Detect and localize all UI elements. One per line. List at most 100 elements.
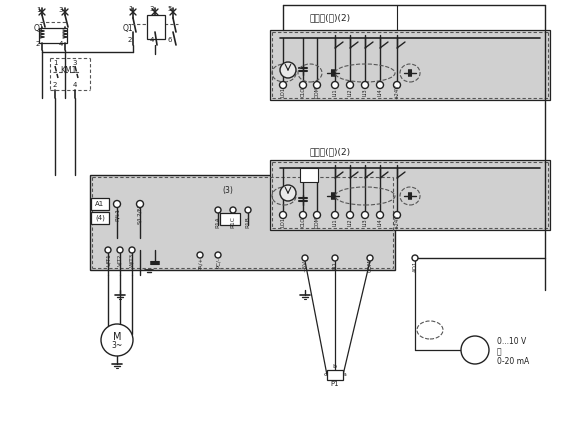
- Text: a: a: [343, 373, 347, 378]
- Text: R/L1: R/L1: [114, 208, 119, 221]
- Text: +5V: +5V: [302, 260, 307, 272]
- Circle shape: [332, 255, 338, 261]
- Text: b: b: [332, 365, 336, 370]
- Text: 2: 2: [128, 37, 132, 43]
- Circle shape: [314, 211, 320, 219]
- Circle shape: [376, 81, 384, 89]
- Circle shape: [215, 252, 221, 258]
- Text: R1C: R1C: [230, 216, 235, 228]
- Text: LI3: LI3: [362, 88, 367, 96]
- Circle shape: [362, 81, 368, 89]
- Text: LI1: LI1: [332, 218, 337, 226]
- Text: 3: 3: [59, 7, 63, 13]
- Text: LI2: LI2: [348, 218, 353, 226]
- Bar: [327, 370, 343, 380]
- Text: 4: 4: [150, 37, 154, 43]
- Circle shape: [332, 81, 338, 89]
- Text: 3: 3: [150, 6, 155, 12]
- Text: 4: 4: [73, 82, 77, 88]
- Circle shape: [412, 255, 418, 261]
- Text: R1A: R1A: [216, 216, 221, 228]
- Circle shape: [197, 252, 203, 258]
- Text: V/T2: V/T2: [118, 254, 122, 266]
- Text: 1: 1: [53, 60, 57, 66]
- Text: A1: A1: [96, 201, 105, 207]
- Text: 0-20 mA: 0-20 mA: [497, 357, 529, 366]
- Text: +24V: +24V: [395, 84, 400, 100]
- Text: 4: 4: [59, 41, 63, 47]
- Text: LI4: LI4: [378, 88, 383, 96]
- Circle shape: [346, 81, 354, 89]
- Text: 或: 或: [497, 347, 501, 357]
- Circle shape: [117, 247, 123, 253]
- Circle shape: [280, 62, 296, 78]
- Circle shape: [314, 81, 320, 89]
- Circle shape: [393, 211, 401, 219]
- Text: 6: 6: [168, 37, 172, 43]
- Bar: [300, 168, 318, 182]
- Text: COM: COM: [315, 86, 319, 98]
- Text: 3: 3: [73, 60, 77, 66]
- Circle shape: [299, 81, 307, 89]
- Circle shape: [299, 211, 307, 219]
- Text: 1: 1: [128, 6, 132, 12]
- Text: CLO: CLO: [301, 217, 306, 227]
- Text: CLO: CLO: [301, 87, 306, 97]
- Text: LI2: LI2: [348, 88, 353, 96]
- Circle shape: [393, 81, 401, 89]
- Text: Q1: Q1: [123, 24, 134, 32]
- Bar: [91, 212, 109, 224]
- Text: Q1: Q1: [34, 24, 45, 32]
- Text: P1: P1: [331, 381, 339, 387]
- Text: PC/-: PC/-: [216, 257, 221, 268]
- Bar: [270, 30, 550, 100]
- Text: 0...10 V: 0...10 V: [497, 338, 526, 346]
- Circle shape: [332, 211, 338, 219]
- Bar: [270, 160, 550, 230]
- Text: 3~: 3~: [112, 341, 123, 349]
- Circle shape: [101, 324, 133, 356]
- Bar: [220, 213, 240, 225]
- Text: 1: 1: [36, 7, 40, 13]
- Text: (3): (3): [222, 186, 233, 195]
- Circle shape: [215, 207, 221, 213]
- Text: AI1: AI1: [332, 262, 337, 271]
- Circle shape: [367, 255, 373, 261]
- Text: LI4: LI4: [378, 218, 383, 226]
- Text: M: M: [113, 332, 121, 342]
- Circle shape: [129, 247, 135, 253]
- Text: AO1: AO1: [413, 260, 418, 272]
- Circle shape: [302, 255, 308, 261]
- Circle shape: [105, 247, 111, 253]
- Circle shape: [280, 211, 286, 219]
- Circle shape: [280, 81, 286, 89]
- Text: 2: 2: [53, 82, 57, 88]
- Text: c: c: [324, 373, 327, 378]
- Circle shape: [136, 200, 144, 208]
- Circle shape: [362, 211, 368, 219]
- Text: 负逻辑(汇)(2): 负逻辑(汇)(2): [310, 14, 350, 22]
- Circle shape: [461, 336, 489, 364]
- Text: S/L2/N: S/L2/N: [138, 204, 143, 224]
- Text: 正逻辑(源)(2): 正逻辑(源)(2): [310, 148, 350, 157]
- Text: LO1: LO1: [281, 87, 285, 97]
- Text: (4): (4): [95, 215, 105, 221]
- Text: LI3: LI3: [362, 218, 367, 226]
- Text: W/T3: W/T3: [130, 253, 135, 267]
- Text: LO1: LO1: [281, 217, 285, 227]
- Text: LI1: LI1: [332, 88, 337, 96]
- Bar: [90, 175, 395, 270]
- Circle shape: [230, 207, 236, 213]
- Text: KM1: KM1: [60, 65, 76, 75]
- Text: U/T1: U/T1: [105, 254, 110, 266]
- Text: +24V: +24V: [395, 214, 400, 230]
- Text: COM: COM: [367, 260, 372, 272]
- Text: PA/+: PA/+: [198, 257, 203, 270]
- Bar: [39, 28, 67, 43]
- Circle shape: [245, 207, 251, 213]
- Bar: [91, 198, 109, 210]
- Text: 5: 5: [168, 6, 172, 12]
- Circle shape: [376, 211, 384, 219]
- Circle shape: [346, 211, 354, 219]
- Text: 2: 2: [36, 41, 40, 47]
